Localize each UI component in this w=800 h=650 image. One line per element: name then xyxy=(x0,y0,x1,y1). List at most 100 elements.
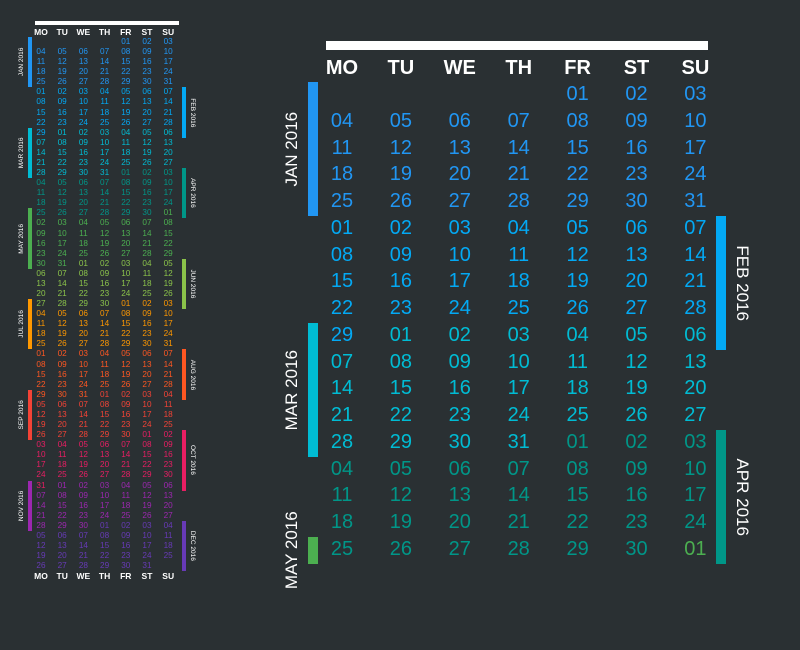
day-cell[interactable]: 01 xyxy=(389,323,412,346)
day-cell[interactable]: 21 xyxy=(78,420,88,430)
day-cell[interactable]: 12 xyxy=(142,137,152,147)
day-cell[interactable]: 26 xyxy=(78,470,88,480)
day-cell[interactable]: 26 xyxy=(163,289,173,298)
day-cell[interactable]: 07 xyxy=(57,268,67,278)
day-cell[interactable]: 16 xyxy=(389,270,412,293)
day-cell[interactable]: 08 xyxy=(100,399,110,409)
day-cell[interactable]: 31 xyxy=(163,339,173,349)
day-cell[interactable]: 21 xyxy=(121,460,131,470)
day-cell[interactable]: 11 xyxy=(567,350,588,373)
day-cell[interactable]: 09 xyxy=(625,457,648,480)
day-cell[interactable]: 10 xyxy=(142,399,152,409)
day-cell[interactable]: 22 xyxy=(142,460,152,470)
day-cell[interactable]: 29 xyxy=(566,537,589,560)
day-cell[interactable]: 17 xyxy=(78,369,88,379)
day-cell[interactable]: 02 xyxy=(57,349,67,359)
day-cell[interactable]: 19 xyxy=(78,460,88,470)
day-cell[interactable]: 29 xyxy=(78,299,88,309)
day-cell[interactable]: 13 xyxy=(121,228,131,238)
day-cell[interactable]: 26 xyxy=(121,117,131,127)
day-cell[interactable]: 18 xyxy=(36,198,46,208)
day-cell[interactable]: 15 xyxy=(36,369,46,379)
day-cell[interactable]: 31 xyxy=(507,430,530,453)
day-cell[interactable]: 15 xyxy=(163,228,173,238)
day-cell[interactable]: 20 xyxy=(625,270,648,293)
day-cell[interactable]: 02 xyxy=(142,37,152,46)
day-cell[interactable]: 19 xyxy=(389,511,412,534)
day-cell[interactable]: 28 xyxy=(507,537,530,560)
day-cell[interactable]: 11 xyxy=(121,490,131,500)
day-cell[interactable]: 01 xyxy=(100,389,110,399)
day-cell[interactable]: 18 xyxy=(163,409,173,419)
day-cell[interactable]: 16 xyxy=(57,369,67,379)
day-cell[interactable]: 12 xyxy=(121,97,131,107)
day-cell[interactable]: 30 xyxy=(142,77,152,87)
day-cell[interactable]: 09 xyxy=(625,109,648,132)
day-cell[interactable]: 02 xyxy=(163,430,173,440)
day-cell[interactable]: 11 xyxy=(36,57,46,67)
day-cell[interactable]: 28 xyxy=(121,470,131,480)
day-cell[interactable]: 07 xyxy=(100,178,110,188)
day-cell[interactable]: 03 xyxy=(684,83,707,105)
day-cell[interactable]: 28 xyxy=(78,430,88,440)
day-cell[interactable]: 28 xyxy=(78,561,88,571)
day-cell[interactable]: 22 xyxy=(389,404,412,427)
day-cell[interactable]: 29 xyxy=(100,561,110,571)
day-cell[interactable]: 19 xyxy=(57,329,67,339)
day-cell[interactable]: 06 xyxy=(78,178,88,188)
day-cell[interactable]: 10 xyxy=(36,450,46,460)
day-cell[interactable]: 29 xyxy=(36,127,46,137)
day-cell[interactable]: 14 xyxy=(163,359,173,369)
day-cell[interactable]: 27 xyxy=(163,510,173,520)
day-cell[interactable]: 28 xyxy=(163,379,173,389)
day-cell[interactable]: 30 xyxy=(121,430,131,440)
day-cell[interactable]: 17 xyxy=(100,500,110,510)
day-cell[interactable]: 17 xyxy=(163,188,173,198)
day-cell[interactable]: 15 xyxy=(121,188,131,198)
day-cell[interactable]: 07 xyxy=(78,530,88,540)
day-cell[interactable]: 13 xyxy=(57,409,67,419)
day-cell[interactable]: 07 xyxy=(100,47,110,57)
day-cell[interactable]: 23 xyxy=(57,379,67,389)
day-cell[interactable]: 12 xyxy=(625,350,648,373)
day-cell[interactable]: 09 xyxy=(142,309,152,319)
day-cell[interactable]: 04 xyxy=(330,457,354,480)
day-cell[interactable]: 26 xyxy=(566,297,589,320)
day-cell[interactable]: 04 xyxy=(36,47,46,57)
day-cell[interactable]: 24 xyxy=(507,404,530,427)
day-cell[interactable]: 24 xyxy=(100,157,110,167)
day-cell[interactable]: 06 xyxy=(100,440,110,450)
day-cell[interactable]: 12 xyxy=(389,136,412,159)
day-cell[interactable]: 15 xyxy=(566,136,589,159)
day-cell[interactable]: 11 xyxy=(331,484,353,507)
day-cell[interactable]: 28 xyxy=(100,208,110,218)
day-cell[interactable]: 12 xyxy=(57,319,67,329)
day-cell[interactable]: 02 xyxy=(142,168,152,178)
day-cell[interactable]: 09 xyxy=(100,268,110,278)
day-cell[interactable]: 08 xyxy=(36,359,46,369)
day-cell[interactable]: 27 xyxy=(121,248,131,258)
day-cell[interactable]: 15 xyxy=(100,541,110,550)
day-cell[interactable]: 02 xyxy=(625,83,648,105)
day-cell[interactable]: 21 xyxy=(163,107,173,117)
day-cell[interactable]: 16 xyxy=(57,107,67,117)
day-cell[interactable]: 08 xyxy=(36,97,46,107)
day-cell[interactable]: 15 xyxy=(121,57,131,67)
day-cell[interactable]: 17 xyxy=(121,278,131,288)
day-cell[interactable]: 17 xyxy=(448,270,471,293)
day-cell[interactable]: 15 xyxy=(566,484,589,507)
day-cell[interactable]: 16 xyxy=(121,409,131,419)
day-cell[interactable]: 27 xyxy=(448,190,471,213)
day-cell[interactable]: 26 xyxy=(142,157,152,167)
day-cell[interactable]: 11 xyxy=(142,268,152,278)
day-cell[interactable]: 06 xyxy=(684,323,707,346)
day-cell[interactable]: 08 xyxy=(78,268,88,278)
day-cell[interactable]: 15 xyxy=(57,147,67,157)
day-cell[interactable]: 25 xyxy=(36,208,46,218)
day-cell[interactable]: 13 xyxy=(625,243,648,266)
day-cell[interactable]: 21 xyxy=(163,369,173,379)
day-cell[interactable]: 30 xyxy=(625,537,648,560)
day-cell[interactable]: 03 xyxy=(163,299,173,309)
day-cell[interactable]: 14 xyxy=(142,228,152,238)
day-cell[interactable]: 23 xyxy=(448,404,471,427)
